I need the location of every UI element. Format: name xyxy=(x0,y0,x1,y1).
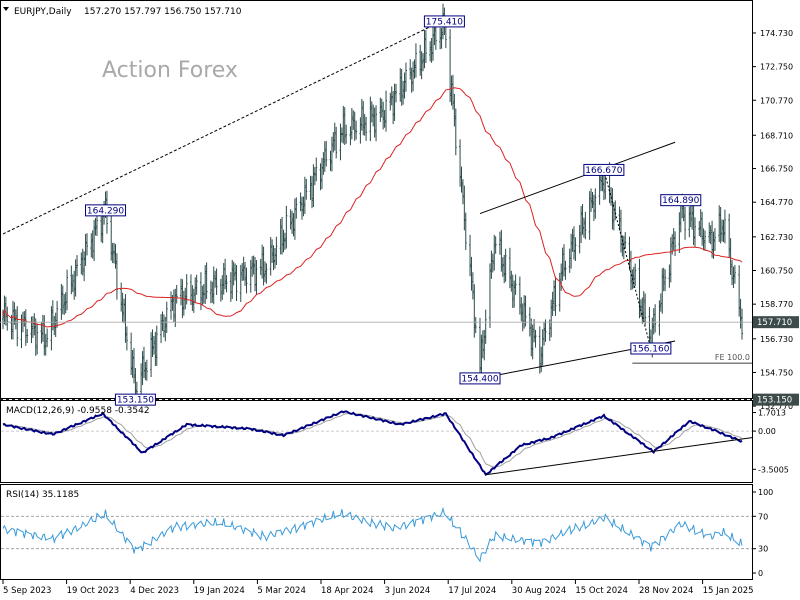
x-tick-label: 15 Oct 2024 xyxy=(575,586,628,596)
price-label-box xyxy=(459,372,501,385)
macd-panel-frame xyxy=(0,400,753,483)
price-label: 164.290 xyxy=(87,206,124,216)
price-tick-label: 162.730 xyxy=(760,233,793,242)
price-label-box xyxy=(423,15,465,28)
price-label: 154.400 xyxy=(461,374,498,384)
x-tick-label: 3 Jun 2024 xyxy=(385,586,431,596)
x-tick-label: 5 Mar 2024 xyxy=(257,586,305,596)
macd-trendline xyxy=(485,437,753,476)
macd-signal-line xyxy=(2,412,743,468)
current-price-tag-box xyxy=(753,316,799,329)
rsi-tick-label: 30 xyxy=(758,545,768,554)
x-tick-label: 28 Nov 2024 xyxy=(639,586,693,596)
main-panel-frame xyxy=(0,0,753,399)
price-tick-label: 164.770 xyxy=(760,198,793,207)
price-label: 153.150 xyxy=(117,396,154,406)
chart-header-symbol: EURJPY,Daily xyxy=(14,7,72,17)
macd-line xyxy=(2,410,743,477)
price-tick-label: 168.710 xyxy=(760,131,793,140)
x-tick-label: 5 Sep 2023 xyxy=(3,586,51,596)
current-price-tag: 157.710 xyxy=(757,318,792,328)
price-label-box xyxy=(114,393,156,406)
price-tick-label: 174.730 xyxy=(760,29,793,38)
rsi-line xyxy=(2,506,743,563)
x-tick-label: 30 Aug 2024 xyxy=(512,586,566,596)
x-tick-label: 4 Dec 2023 xyxy=(130,586,179,596)
price-label-box xyxy=(85,204,127,217)
macd-label: MACD(12,26,9) -0.9558 -0.3542 xyxy=(6,406,150,416)
price-label: 156.160 xyxy=(632,345,669,355)
x-tick-label: 19 Oct 2023 xyxy=(67,586,120,596)
price-tick-label: 166.750 xyxy=(760,165,793,174)
rsi-panel-frame xyxy=(0,484,753,580)
moving-average-line xyxy=(2,87,743,328)
wave-dotted-line xyxy=(603,169,652,349)
price-tick-label: 172.750 xyxy=(760,63,793,72)
rsi-tick-label: 70 xyxy=(758,512,768,521)
x-tick-label: 18 Apr 2024 xyxy=(321,586,374,596)
macd-tick-label: 1.7013 xyxy=(758,409,786,418)
price-tick-label: 156.730 xyxy=(760,335,793,344)
rsi-tick-label: 0 xyxy=(758,569,763,578)
price-tick-label: 170.770 xyxy=(760,96,793,105)
price-label: 175.410 xyxy=(426,17,463,27)
collapse-arrow-icon[interactable] xyxy=(3,7,9,11)
price-label-box xyxy=(630,342,672,355)
price-tick-label: 158.770 xyxy=(760,300,793,309)
price-label: 166.670 xyxy=(585,166,622,176)
long-trendline xyxy=(2,19,445,235)
price-label-box xyxy=(583,163,625,176)
chart-header-ohlc: 157.270 157.797 156.750 157.710 xyxy=(84,7,242,17)
support-price-tag: 153.150 xyxy=(757,396,792,406)
price-tick-label: 152.770 xyxy=(760,402,793,411)
watermark: Action Forex xyxy=(102,58,238,83)
fe-label: FE 100.0 xyxy=(715,353,750,362)
price-label: 164.890 xyxy=(662,196,699,206)
support-price-tag-box xyxy=(753,393,799,406)
price-label-box xyxy=(660,194,702,207)
channel-upper-line xyxy=(479,141,676,215)
macd-tick-label: 0.00 xyxy=(758,427,776,436)
x-tick-label: 19 Jan 2024 xyxy=(194,586,245,596)
rsi-tick-label: 100 xyxy=(758,488,773,497)
macd-tick-label: -3.5005 xyxy=(758,465,789,474)
x-tick-label: 17 Jul 2024 xyxy=(448,586,496,596)
price-tick-label: 154.750 xyxy=(760,368,793,377)
price-tick-label: 160.750 xyxy=(760,267,793,276)
x-tick-label: 15 Jan 2025 xyxy=(703,586,754,596)
rsi-label: RSI(14) 35.1185 xyxy=(6,490,79,500)
